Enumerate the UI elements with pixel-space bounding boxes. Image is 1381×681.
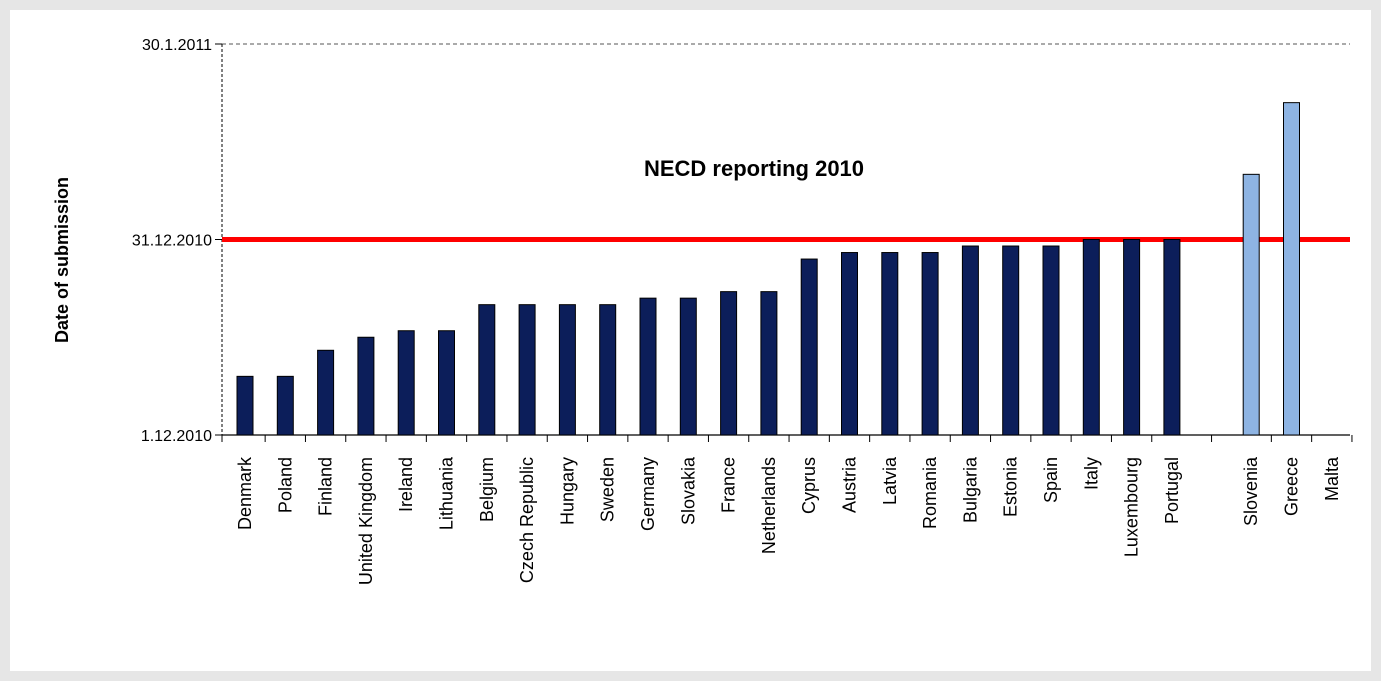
chart-axes: 1.12.2010 31.12.2010 30.1.2011 — [132, 37, 1353, 445]
bar-poland — [276, 375, 294, 436]
bar-bulgaria — [961, 245, 979, 436]
bar-austria — [841, 252, 858, 436]
x-category-label: Italy — [1081, 457, 1101, 490]
bar-finland — [317, 349, 335, 436]
x-category-label: Belgium — [477, 457, 497, 522]
x-category-label: France — [719, 457, 739, 513]
bar-hungary — [558, 304, 576, 436]
y-tick-label: 1.12.2010 — [141, 428, 212, 445]
bar-belgium — [478, 304, 496, 436]
x-category-label: Romania — [920, 456, 940, 529]
x-category-label: Cyprus — [799, 457, 819, 514]
bar-france — [720, 291, 738, 436]
chart-category-labels: Denmark Poland Finland United Kingdom Irelan… — [235, 456, 1342, 585]
x-category-label: Portugal — [1162, 457, 1182, 524]
x-category-label: United Kingdom — [356, 457, 376, 585]
bar-greece — [1283, 102, 1300, 436]
bar-slovenia — [1242, 173, 1260, 436]
x-category-label: Ireland — [396, 457, 416, 512]
chart-bars — [236, 102, 1300, 436]
x-category-label: Greece — [1282, 457, 1302, 516]
bar-denmark — [236, 375, 254, 436]
x-category-label: Spain — [1041, 457, 1061, 503]
x-category-label: Luxembourg — [1122, 457, 1142, 557]
bar-germany — [639, 297, 657, 436]
x-category-label: Estonia — [1001, 456, 1021, 517]
x-category-label: Sweden — [598, 457, 618, 522]
x-category-label: Poland — [275, 457, 295, 513]
bar-spain — [1042, 245, 1060, 436]
bar-luxembourg — [1123, 239, 1141, 436]
x-category-label: Bulgaria — [960, 456, 980, 523]
x-category-label: Lithuania — [437, 456, 457, 530]
y-tick-label: 31.12.2010 — [132, 233, 212, 250]
x-category-label: Netherlands — [759, 457, 779, 554]
y-tick-label: 30.1.2011 — [142, 37, 212, 54]
x-category-label: Slovakia — [678, 456, 698, 525]
x-category-label: Denmark — [235, 456, 255, 530]
x-category-label: Finland — [316, 457, 336, 516]
bar-czech-republic — [518, 304, 536, 436]
bar-romania — [921, 252, 939, 436]
bar-cyprus — [800, 258, 818, 436]
bar-estonia — [1002, 245, 1020, 436]
x-category-label: Latvia — [880, 456, 900, 505]
x-category-label: Hungary — [557, 457, 577, 525]
bar-portugal — [1163, 239, 1181, 436]
submission-date-bar-chart: 1.12.2010 31.12.2010 30.1.2011 Denmark Pola… — [52, 37, 1353, 585]
x-category-label: Czech Republic — [517, 457, 537, 583]
x-category-label: Slovenia — [1241, 456, 1261, 526]
chart-title: NECD reporting 2010 — [644, 156, 864, 181]
bar-latvia — [881, 252, 899, 436]
bar-slovakia — [679, 297, 697, 436]
chart-frame: 1.12.2010 31.12.2010 30.1.2011 Denmark Pola… — [10, 10, 1371, 671]
bar-united-kingdom — [357, 336, 375, 436]
y-axis-label: Date of submission — [52, 177, 72, 343]
bar-italy — [1082, 239, 1100, 436]
bar-sweden — [599, 304, 617, 436]
x-category-label: Austria — [840, 456, 860, 513]
bar-lithuania — [438, 330, 455, 436]
bar-ireland — [397, 330, 415, 436]
bar-netherlands — [760, 291, 778, 436]
x-category-label: Malta — [1322, 456, 1342, 501]
x-category-label: Germany — [638, 457, 658, 531]
